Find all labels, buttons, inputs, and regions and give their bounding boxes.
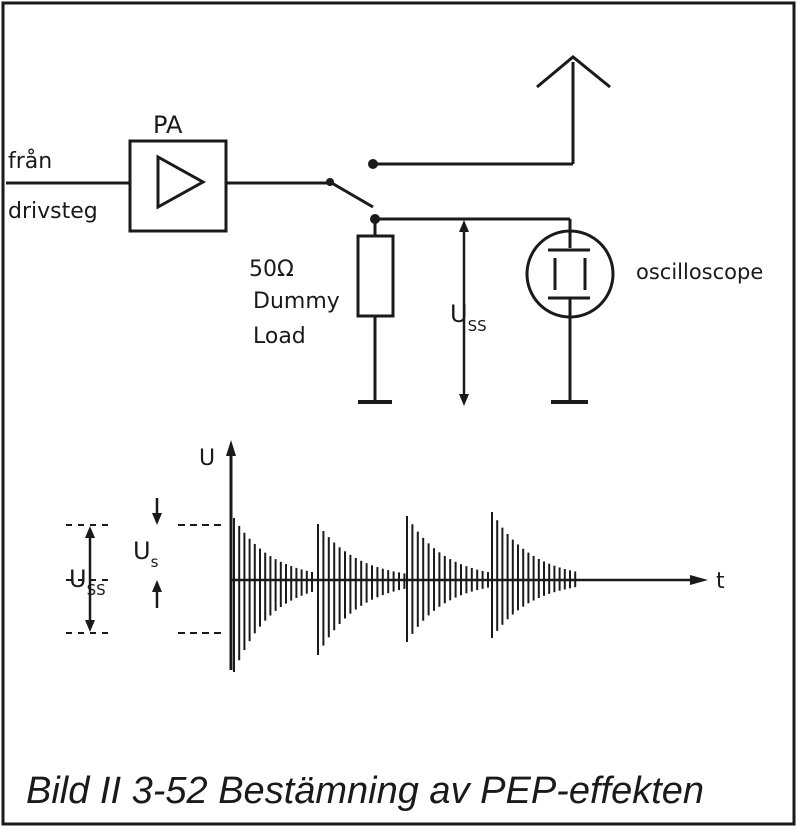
label-oscilloscope: oscilloscope [636, 260, 763, 284]
label-resistance: 50Ω [249, 257, 294, 282]
label-load: Load [253, 324, 306, 349]
dummy-load-resistor [356, 234, 395, 318]
axis-label-u: U [199, 446, 215, 471]
axis-label-t: t [716, 569, 725, 594]
label-uss: USS [450, 300, 487, 335]
label-us: Us [133, 537, 159, 571]
uss-arrow-up-icon [459, 220, 469, 232]
label-dummy: Dummy [253, 289, 340, 314]
uss-left-arrow-up-icon [85, 526, 95, 538]
u-axis-arrow-icon [226, 440, 236, 456]
label-drivsteg: drivsteg [8, 199, 98, 224]
pa-amplifier-box [128, 139, 228, 233]
antenna-icon [536, 55, 611, 89]
label-uss-left: USS [69, 565, 106, 599]
amplifier-triangle-icon [156, 154, 207, 210]
us-arrow-down-icon [152, 513, 162, 525]
label-pa: PA [153, 111, 183, 139]
rf-envelope-waveform [233, 512, 577, 672]
uss-arrow-down-icon [459, 394, 469, 406]
t-axis-arrow-icon [690, 575, 708, 585]
label-fran: från [8, 148, 52, 174]
switch-blade [329, 180, 374, 209]
us-arrow-up-icon [152, 580, 162, 592]
uss-left-arrow-down-icon [85, 620, 95, 632]
figure-caption: Bild II 3-52 Bestämning av PEP-effekten [26, 770, 704, 812]
